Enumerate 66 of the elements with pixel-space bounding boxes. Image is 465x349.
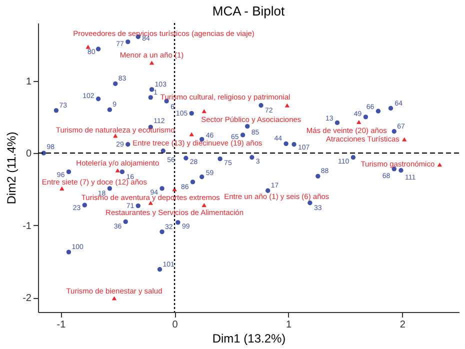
x-tick-label: 0 [172, 320, 178, 330]
point [82, 202, 87, 208]
point [190, 180, 196, 184]
point [149, 60, 154, 65]
point [334, 120, 340, 126]
x-axis-title: Dim1 (13.2%) [212, 332, 286, 346]
point [292, 142, 296, 147]
point [308, 200, 312, 206]
point [184, 156, 188, 160]
point [202, 203, 206, 208]
point [200, 174, 204, 180]
point [160, 148, 166, 154]
point [356, 120, 362, 124]
point [115, 168, 120, 172]
point [136, 203, 140, 208]
point [392, 129, 396, 134]
point [402, 137, 407, 142]
point [112, 296, 117, 300]
point [250, 155, 254, 160]
point [376, 108, 381, 114]
point [86, 44, 90, 49]
point [160, 186, 164, 191]
point [240, 132, 246, 138]
point [284, 141, 288, 146]
point [398, 168, 404, 173]
point [96, 96, 101, 102]
point [149, 87, 154, 92]
y-tick-label: 1 [26, 76, 32, 88]
point [258, 103, 264, 108]
point [160, 229, 164, 234]
x-tick-label: -1 [56, 320, 66, 330]
point [148, 95, 153, 100]
point [189, 132, 194, 136]
point [123, 219, 128, 224]
point [218, 156, 222, 162]
point [176, 220, 180, 225]
point [437, 162, 442, 167]
point [60, 186, 64, 190]
point [66, 250, 72, 254]
y-axis-title: Dim2 (11.4%) [4, 132, 19, 204]
point [54, 108, 59, 113]
point [284, 103, 290, 108]
y-tick-label: 0 [26, 148, 32, 160]
x-tick-label: 2 [400, 320, 406, 330]
point [120, 169, 125, 174]
point [107, 107, 112, 112]
point [107, 186, 112, 191]
point [189, 110, 194, 116]
point [148, 200, 153, 205]
point [113, 81, 118, 86]
y-tick-label: -1 [22, 220, 32, 232]
point [126, 39, 130, 44]
chart-title: MCA - Biplot [212, 3, 286, 18]
point [388, 106, 394, 111]
point [202, 109, 206, 114]
point [66, 169, 72, 174]
y-tick-label: -2 [22, 293, 32, 304]
point [96, 46, 101, 52]
point [350, 155, 356, 160]
point [126, 142, 130, 147]
point [363, 114, 368, 120]
x-tick-label: 1 [286, 320, 292, 330]
point [157, 267, 162, 272]
point [316, 174, 320, 179]
point [266, 188, 270, 193]
point [245, 124, 250, 129]
